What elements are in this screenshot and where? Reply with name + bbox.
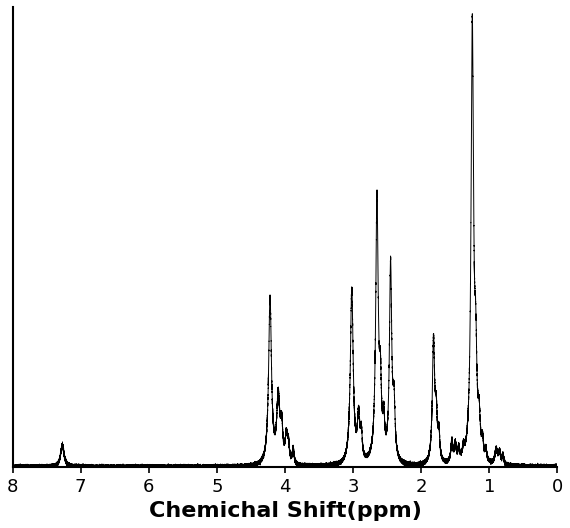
X-axis label: Chemichal Shift(ppm): Chemichal Shift(ppm): [149, 501, 421, 521]
